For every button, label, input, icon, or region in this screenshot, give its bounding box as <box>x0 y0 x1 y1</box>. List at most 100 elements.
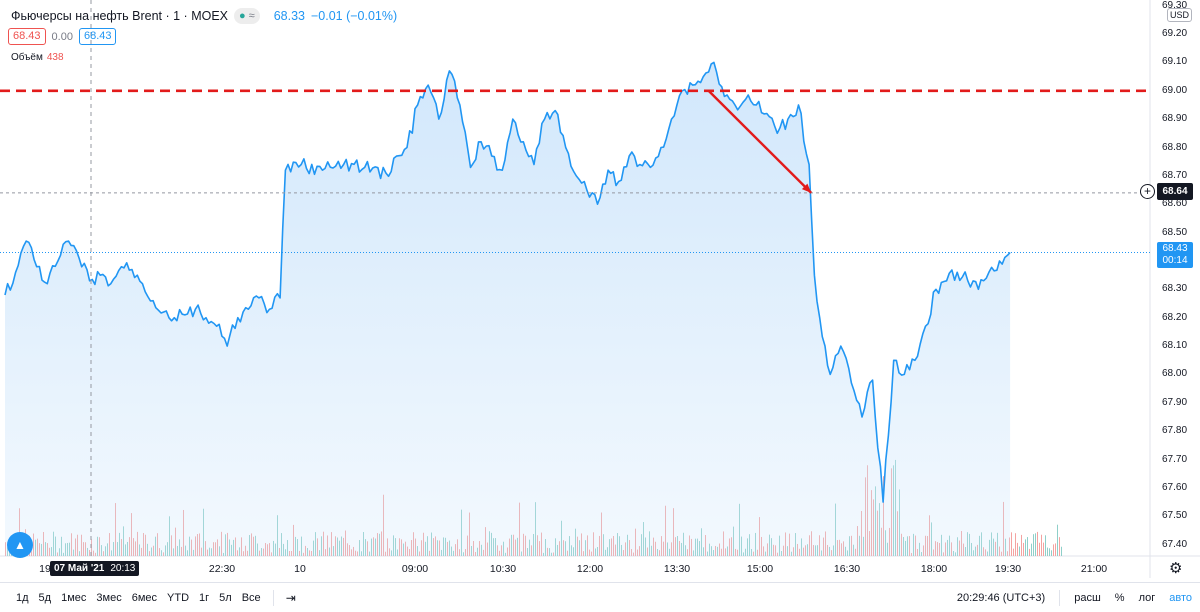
last-price-tag: 68.43 00:14 <box>1157 242 1193 268</box>
range-5y-button[interactable]: 5л <box>219 591 232 604</box>
price-axis-label: 68.20 <box>1162 311 1188 323</box>
volume-bar <box>1057 524 1058 556</box>
currency-badge[interactable]: USD <box>1167 8 1193 22</box>
ask-box[interactable]: 68.43 <box>78 28 117 45</box>
volume-bar <box>1045 535 1046 556</box>
time-axis-label: 12:00 <box>576 563 604 575</box>
time-axis[interactable]: 19 22:30 10 09:00 10:30 12:00 13:30 15:00 16:30 1… <box>0 556 1150 578</box>
volume-bar <box>1041 534 1042 556</box>
time-axis-label: 16:30 <box>833 563 861 575</box>
time-axis-label: 21:00 <box>1080 563 1108 575</box>
price-axis-label: 68.70 <box>1162 169 1188 181</box>
volume-bar <box>1023 542 1024 556</box>
range-6m-button[interactable]: 6мес <box>131 591 158 604</box>
time-axis-label: 22:30 <box>208 563 236 575</box>
price-axis-label: 69.00 <box>1162 84 1188 96</box>
volume-bar <box>1021 534 1022 556</box>
time-axis-label: 13:30 <box>663 563 691 575</box>
time-axis-label: 19 <box>39 563 51 575</box>
crosshair-date: 07 Май '21 <box>54 563 105 574</box>
market-status-dot-icon: ● <box>239 10 246 22</box>
volume-bar <box>1027 537 1028 556</box>
percent-scale-toggle[interactable]: % <box>1114 592 1125 604</box>
extended-hours-toggle[interactable]: расш <box>1074 592 1101 604</box>
time-axis-label: 10 <box>294 563 306 575</box>
price-axis-label: 67.60 <box>1162 481 1188 493</box>
volume-value: 438 <box>46 52 64 63</box>
volume-bar <box>1035 533 1036 556</box>
volume-legend[interactable]: Объём 438 <box>11 52 64 63</box>
spread-value: 0.00 <box>51 30 73 43</box>
time-axis-label: 19:30 <box>994 563 1022 575</box>
symbol-legend[interactable]: Фьючерсы на нефть Brent · 1 · MOEX ● ≈ 6… <box>11 8 397 24</box>
trend-arrow-line <box>707 89 813 194</box>
volume-bar <box>1055 543 1056 556</box>
price-axis-label: 69.30 <box>1162 0 1188 11</box>
tradingview-logo-icon[interactable]: ▲ <box>7 532 33 558</box>
quote-boxes: 68.43 0.00 68.43 <box>8 28 117 45</box>
price-axis-label: 67.40 <box>1162 538 1188 550</box>
range-ytd-button[interactable]: YTD <box>167 591 190 604</box>
price-axis-label: 67.50 <box>1162 510 1188 522</box>
symbol-title[interactable]: Фьючерсы на нефть Brent · 1 · MOEX <box>11 9 228 23</box>
volume-bar <box>1061 546 1062 556</box>
price-change-value: −0.01 (−0.01%) <box>310 9 398 23</box>
price-axis-label: 67.70 <box>1162 453 1188 465</box>
series-line <box>4 61 1011 503</box>
price-axis-label: 68.10 <box>1162 340 1188 352</box>
bottom-toolbar: 1д 5д 1мес 3мес 6мес YTD 1г 5л Все ⇥ 20:… <box>0 582 1200 612</box>
crosshair-time: 20:13 <box>110 563 136 574</box>
price-axis-label: 68.50 <box>1162 226 1188 238</box>
trend-arrow-head <box>801 183 812 193</box>
time-axis-label: 10:30 <box>489 563 517 575</box>
time-axis-label: 15:00 <box>746 563 774 575</box>
volume-bar <box>1013 548 1014 556</box>
add-alert-plus-icon[interactable]: + <box>1140 184 1155 199</box>
volume-bar <box>1047 547 1048 556</box>
wave-icon: ≈ <box>248 10 255 22</box>
range-1y-button[interactable]: 1г <box>199 591 210 604</box>
price-axis-label: 68.90 <box>1162 113 1188 125</box>
volume-bar <box>1051 550 1052 556</box>
price-axis-label: 68.30 <box>1162 283 1188 295</box>
volume-bar <box>1011 532 1012 556</box>
range-all-button[interactable]: Все <box>241 591 261 604</box>
time-axis-label: 09:00 <box>401 563 429 575</box>
crosshair-time-label: 07 Май '21 20:13 <box>50 561 140 576</box>
volume-bar <box>1049 548 1050 556</box>
market-status-badge[interactable]: ● ≈ <box>234 8 260 24</box>
price-axis-label: 67.80 <box>1162 425 1188 437</box>
price-axis-label: 67.90 <box>1162 396 1188 408</box>
range-1d-button[interactable]: 1д <box>16 591 29 604</box>
price-axis-label: 68.00 <box>1162 368 1188 380</box>
log-scale-toggle[interactable]: лог <box>1138 592 1156 604</box>
auto-scale-toggle[interactable]: авто <box>1169 592 1192 604</box>
clock-display[interactable]: 20:29:46 (UTC+3) <box>956 592 1046 604</box>
volume-bar <box>1019 546 1020 556</box>
series-area <box>5 62 1011 557</box>
bid-box[interactable]: 68.43 <box>8 28 46 45</box>
volume-bar <box>1037 531 1038 556</box>
last-price-tag-value: 68.43 <box>1162 243 1188 254</box>
settings-gear-icon[interactable]: ⚙ <box>1169 560 1183 577</box>
divider <box>272 589 274 606</box>
volume-bar <box>1053 544 1054 556</box>
range-5d-button[interactable]: 5д <box>38 591 52 604</box>
divider <box>1059 590 1061 606</box>
volume-bar <box>1017 542 1018 556</box>
volume-bar <box>1043 542 1044 556</box>
range-3m-button[interactable]: 3мес <box>96 591 122 604</box>
volume-bar <box>1029 548 1030 556</box>
range-1m-button[interactable]: 1мес <box>61 591 87 604</box>
volume-bar <box>1031 543 1032 556</box>
bar-countdown: 00:14 <box>1162 255 1188 266</box>
price-axis-label: 69.20 <box>1162 28 1188 40</box>
volume-bar <box>1033 534 1034 556</box>
volume-bar <box>1059 537 1060 556</box>
volume-label: Объём <box>11 52 43 63</box>
level-price-tag: 68.64 <box>1157 183 1193 200</box>
goto-date-icon[interactable]: ⇥ <box>285 590 296 605</box>
volume-bar <box>1025 539 1026 556</box>
